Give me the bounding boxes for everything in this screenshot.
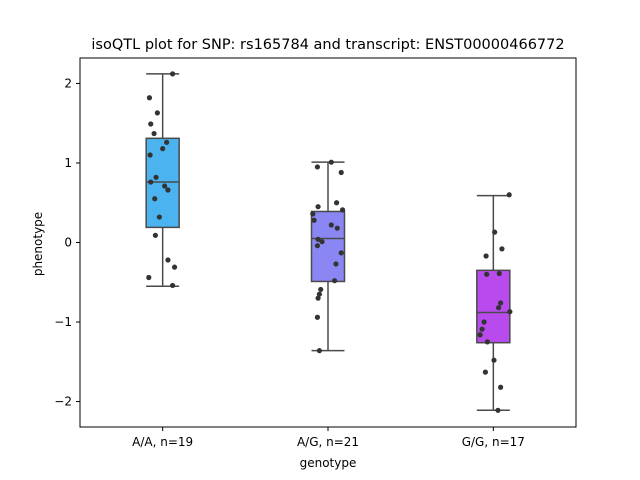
data-point	[481, 319, 487, 325]
data-point	[339, 207, 346, 213]
data-point	[492, 229, 498, 235]
data-point	[477, 332, 483, 338]
data-point	[314, 164, 321, 170]
data-point	[498, 384, 504, 390]
data-point	[506, 192, 512, 198]
data-point	[491, 357, 497, 363]
data-point	[338, 250, 344, 256]
data-point	[315, 236, 321, 242]
data-point	[484, 339, 490, 345]
data-point	[333, 200, 340, 206]
data-point	[333, 261, 339, 267]
y-axis-label: phenotype	[31, 212, 45, 276]
data-point	[154, 110, 160, 116]
data-point	[318, 286, 324, 293]
data-point	[315, 204, 321, 210]
data-point	[315, 295, 321, 301]
data-point	[483, 253, 489, 259]
data-point	[146, 274, 152, 281]
data-point	[162, 183, 168, 189]
data-point	[316, 348, 323, 354]
data-point	[153, 174, 159, 180]
strip-points	[146, 71, 513, 413]
data-point	[148, 179, 154, 185]
data-point	[316, 291, 323, 297]
data-point	[148, 121, 154, 127]
y-tick-label: −1	[54, 315, 72, 329]
y-tick-label: 2	[64, 76, 72, 90]
data-point	[156, 214, 162, 220]
data-point	[495, 407, 501, 413]
data-point	[146, 95, 153, 101]
data-point	[482, 369, 488, 375]
data-point	[152, 196, 158, 202]
data-point	[498, 300, 504, 306]
x-tick-label: A/A, n=19	[132, 435, 193, 449]
y-axis: −2 −1 0 1 2	[54, 76, 80, 409]
data-point	[160, 146, 166, 152]
data-point	[484, 271, 490, 277]
data-point	[152, 232, 158, 238]
data-point	[165, 257, 171, 263]
data-point	[171, 264, 178, 270]
data-point	[332, 278, 338, 284]
box-series	[145, 73, 511, 412]
data-point	[169, 71, 176, 77]
x-tick-label: G/G, n=17	[462, 435, 525, 449]
data-point	[496, 270, 502, 277]
data-point	[334, 225, 340, 231]
y-tick-label: 1	[64, 156, 72, 170]
data-point	[496, 305, 502, 311]
data-point	[311, 217, 317, 223]
data-point	[310, 211, 316, 217]
data-point	[151, 130, 157, 137]
data-point	[314, 314, 321, 320]
data-point	[319, 239, 325, 245]
data-point	[164, 139, 170, 145]
data-point	[499, 246, 505, 252]
data-point	[314, 243, 321, 249]
data-point	[479, 326, 485, 332]
chart-title: isoQTL plot for SNP: rs165784 and transc…	[91, 37, 564, 53]
x-tick-label: A/G, n=21	[297, 435, 359, 449]
box-body	[476, 269, 511, 344]
data-point	[328, 222, 334, 228]
y-tick-label: 0	[64, 236, 72, 250]
box-3	[476, 194, 511, 412]
x-axis: A/A, n=19 A/G, n=21 G/G, n=17	[132, 427, 525, 449]
box-2	[310, 161, 346, 352]
data-point	[165, 187, 171, 193]
y-tick-label: −2	[54, 395, 72, 409]
data-point	[338, 169, 344, 176]
data-point	[147, 152, 153, 158]
x-axis-label: genotype	[300, 456, 357, 470]
data-point	[328, 159, 334, 165]
data-point	[507, 309, 513, 315]
data-point	[169, 282, 176, 289]
